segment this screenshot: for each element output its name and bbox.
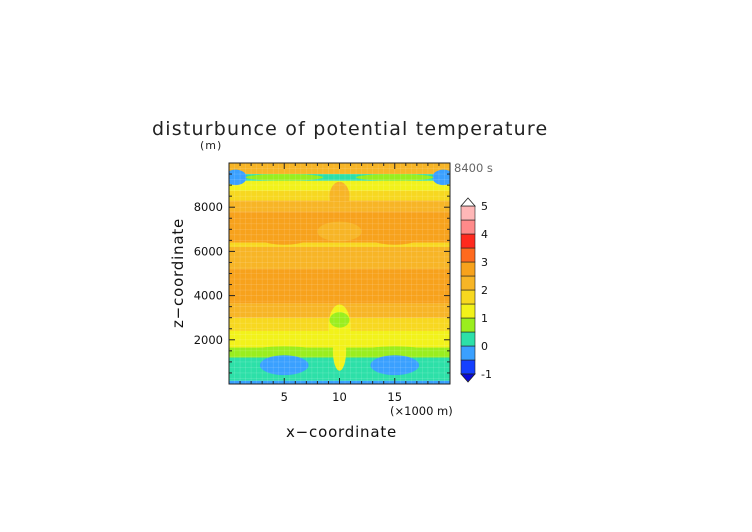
- contour-feature-11: [370, 355, 420, 376]
- contour-field: [229, 163, 450, 384]
- time-label: 8400 s: [454, 161, 493, 175]
- contour-band-7: [229, 246, 450, 270]
- x-tick-label-0: 5: [281, 390, 288, 404]
- contour-band-8: [229, 242, 450, 247]
- colorbar-label-4: 3: [481, 256, 488, 269]
- colorbar-label-2: 1: [481, 312, 488, 325]
- contour-feature-14: [432, 169, 450, 186]
- colorbar-label-0: -1: [481, 368, 492, 381]
- colorbar-segment-9: [460, 233, 476, 249]
- contour-feature-16: [356, 174, 434, 181]
- colorbar-segment-11: [460, 205, 476, 221]
- contour-feature-7: [332, 330, 347, 371]
- contour-feature-10: [259, 355, 309, 376]
- contour-feature-3: [306, 280, 342, 294]
- y-tick-label-3: 8000: [194, 200, 223, 214]
- colorbar-segment-6: [460, 275, 476, 291]
- colorbar-top-arrow: [460, 197, 476, 207]
- contour-band-13: [229, 174, 450, 181]
- contour-feature-9: [361, 346, 428, 356]
- colorbar: -1 0 1 2 3 4 5: [460, 197, 492, 383]
- contour-feature-12: [329, 181, 350, 211]
- colorbar-label-1: 0: [481, 340, 488, 353]
- y-tick-label-0: 2000: [194, 333, 223, 347]
- contour-features: [229, 163, 450, 384]
- y-tick-label-1: 4000: [194, 289, 223, 303]
- y-tick-label-2: 6000: [194, 244, 223, 258]
- x-axis-label: x−coordinate: [286, 423, 397, 441]
- contour-feature-13: [229, 169, 247, 186]
- contour-feature-8: [251, 346, 318, 356]
- colorbar-segment-8: [460, 247, 476, 263]
- colorbar-segment-10: [460, 219, 476, 235]
- contour-feature-15: [245, 174, 323, 181]
- colorbar-segment-7: [460, 261, 476, 277]
- contour-feature-0: [248, 213, 320, 245]
- colorbar-segment-3: [460, 317, 476, 333]
- colorbar-label-6: 5: [481, 200, 488, 213]
- contour-feature-6: [329, 312, 350, 328]
- colorbar-segment-5: [460, 289, 476, 305]
- chart-title: disturbunce of potential temperature: [152, 118, 548, 140]
- colorbar-segment-4: [460, 303, 476, 319]
- colorbar-label-3: 2: [481, 284, 488, 297]
- x-tick-label-1: 10: [332, 390, 347, 404]
- y-axis-ticks: 2000 4000 6000 8000: [194, 173, 450, 374]
- colorbar-segment-2: [460, 331, 476, 347]
- colorbar-label-5: 4: [481, 228, 488, 241]
- x-tick-label-2: 15: [387, 390, 402, 404]
- x-unit-label: (×1000 m): [390, 404, 453, 418]
- colorbar-bottom-arrow: [460, 373, 476, 383]
- colorbar-segment-0: [460, 359, 476, 375]
- z-unit-label: (m): [200, 139, 222, 152]
- x-axis-ticks: 5 10 15: [239, 163, 440, 404]
- contour-feature-2: [317, 221, 362, 242]
- contour-feature-4: [337, 280, 373, 294]
- colorbar-segment-1: [460, 345, 476, 361]
- y-axis-label: z−coordinate: [169, 218, 187, 328]
- contour-feature-1: [359, 213, 431, 245]
